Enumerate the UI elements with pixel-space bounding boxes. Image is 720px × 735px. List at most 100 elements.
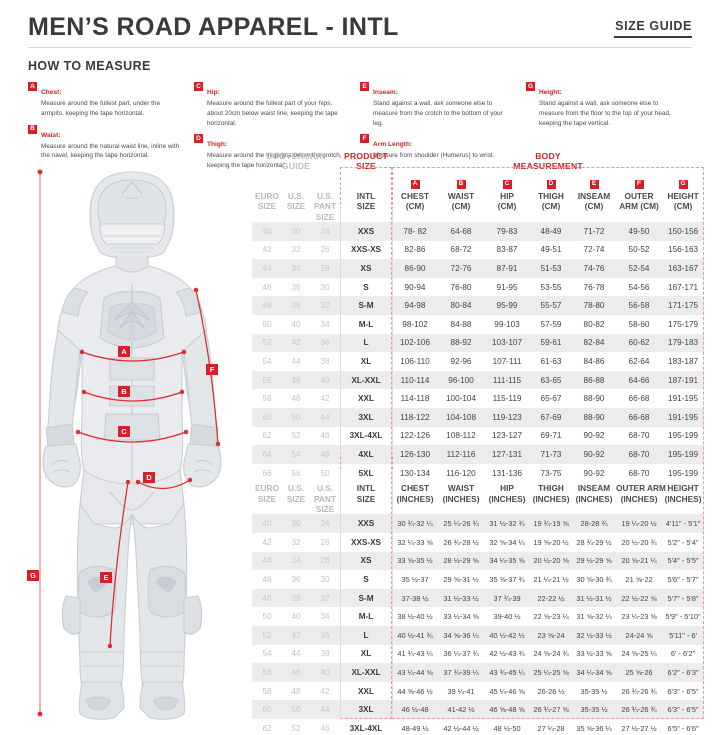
cell-thigh: 49-51: [540, 245, 562, 255]
cell-thigh: 51-53: [530, 259, 573, 278]
cell-us: 52: [291, 723, 301, 733]
cell-hip: 127-131: [484, 445, 531, 464]
cell-thigh: 71-73: [530, 445, 573, 464]
cell-outer: 19 ¼-20 ½: [616, 514, 663, 534]
cell-thigh: 26 ¾-27 ⅝: [530, 700, 573, 719]
th-outer-arm-cm: OUTER ARM (CM): [619, 191, 659, 212]
cell-us: 32: [291, 537, 301, 547]
cell-us: 46: [282, 370, 310, 390]
letter-cell-g: G: [662, 172, 704, 190]
group-product-line2: SIZE: [356, 161, 376, 171]
cell-chest: 106-110: [400, 357, 430, 367]
cell-intl: XXS: [340, 514, 393, 534]
cell-hip: 111-115: [484, 370, 531, 390]
cell-thigh: 27 ¼-28: [537, 723, 565, 733]
cell-intl: 4XL: [340, 445, 393, 464]
header-divider: [28, 47, 692, 49]
measure-desc-height: Stand against a wall, ask someone else t…: [539, 100, 671, 127]
cell-euro: 52: [252, 626, 282, 645]
cell-intl: XL: [360, 649, 372, 659]
table-row: 62 52 46 3XL-4XL 48-49 ½ 42 ½-44 ½ 48 ½-50 27 ¼…: [252, 719, 704, 735]
cell-outer: 68-70: [616, 445, 663, 464]
group-conversion-line1: CONVERSION: [266, 150, 326, 161]
measure-desc-arm-length: Measure from shoulder (Humerus) to wrist…: [373, 152, 495, 160]
table-badge-c: C: [502, 179, 512, 189]
cell-us: 56: [291, 468, 301, 478]
measure-term-thigh: Thigh:: [207, 141, 228, 149]
cell-outer: 26 ¾-26 ¾: [621, 686, 657, 696]
cell-hip: 35 ⅝-37 ¾: [489, 575, 525, 585]
table-row: 44 34 28 XS 33 ⅝-35 ½ 28 ½-29 ⅝ 34 ¼-35 ⅝ 20 ½-…: [252, 551, 705, 571]
how-to-measure-title: HOW TO MEASURE: [28, 59, 151, 74]
cell-inseam: 29 ½-29 ⅝: [572, 551, 617, 571]
table-header-row-inches: EURO SIZE U.S. SIZE U.S. PANT SIZE INTL SIZE…: [252, 482, 704, 514]
measure-column-2: C Hip: Measure around the fullest part o…: [194, 81, 360, 176]
measure-desc-inseam: Stand against a wall, ask someone else t…: [373, 100, 503, 127]
cell-pant: 44: [310, 408, 341, 427]
measure-item-arm-length: F Arm Length: Measure from shoulder (Hum…: [360, 133, 512, 164]
cell-height: 179-183: [662, 333, 705, 353]
cell-pant: 36: [310, 333, 341, 353]
cell-us: 42: [282, 333, 310, 353]
cell-inseam: 33 ½-33 ⅝: [576, 649, 612, 659]
cell-euro: 58: [262, 394, 272, 404]
cell-intl: S: [363, 575, 369, 585]
th-euro-size-cm: EURO SIZE: [255, 191, 279, 212]
cell-outer: 66-68: [616, 408, 663, 427]
letter-badge-d: D: [194, 134, 203, 144]
group-product-line1: PRODUCT: [344, 150, 388, 161]
cell-hip: 83-87: [496, 245, 518, 255]
cell-outer: 27 ½-27 ½: [621, 723, 657, 733]
cell-waist: 29 ⅝-31 ½: [443, 575, 479, 585]
cell-chest: 98-102: [402, 319, 428, 329]
cell-hip: 37 ¾-39: [484, 588, 531, 608]
cell-waist: 76-80: [450, 282, 472, 292]
cell-height: 6'2" - 6'3": [662, 663, 705, 682]
cell-outer: 25 ⅝-26: [616, 663, 663, 682]
cell-height: 5'6" - 5'7": [667, 575, 699, 585]
cell-outer: 20 ⅝-21 ¼: [616, 551, 663, 571]
cell-chest: 38 ½-40 ½: [397, 612, 433, 622]
cell-waist: 116-120: [446, 468, 476, 478]
cell-euro: 52: [252, 333, 282, 353]
cell-euro: 62: [262, 431, 272, 441]
cell-height: 5'9" - 5'10": [665, 612, 701, 622]
cell-chest: 110-114: [392, 370, 439, 390]
cell-intl: S-M: [340, 588, 393, 608]
table-row: 52 42 36 L 102-106 88-92 103-107 59-61 82-84 60-6…: [252, 333, 705, 353]
cell-euro: 56: [252, 663, 282, 682]
cell-inseam: 76-78: [583, 282, 605, 292]
cell-thigh: 19 ⅝-20 ½: [533, 537, 569, 547]
cell-chest: 102-106: [392, 333, 439, 353]
cell-height: 150-156: [662, 222, 705, 241]
cell-pant: 46: [320, 723, 330, 733]
th-waist-cm: WAIST (CM): [447, 191, 475, 212]
cell-us: 54: [282, 445, 310, 464]
cell-height: 5'2" - 5'4": [667, 537, 699, 547]
cell-pant: 46: [320, 431, 330, 441]
cell-height: 195-199: [668, 468, 699, 478]
cell-inseam: 35-35 ½: [572, 700, 617, 719]
cell-intl: M-L: [358, 319, 374, 329]
cell-outer: 52-54: [616, 259, 663, 278]
cell-chest: 30 ¾-32 ¼: [392, 514, 439, 534]
measure-desc-hip: Measure around the fullest part of your …: [207, 100, 338, 127]
cell-height: 175-179: [668, 319, 699, 329]
size-guide-label: SIZE GUIDE: [615, 19, 692, 34]
table-row: 40 30 24 XXS 78- 82 64-68 79-83 48-49 71-72 49-50…: [252, 222, 705, 241]
cell-euro: 62: [262, 723, 272, 733]
cell-outer: 20 ½-20 ¾: [621, 537, 657, 547]
cell-intl: S: [363, 282, 369, 292]
cell-hip: 46 ⅝-48 ⅝: [484, 700, 531, 719]
cell-thigh: 25 ¼-25 ⅝: [530, 663, 573, 682]
cell-chest: 130-134: [399, 468, 431, 478]
letter-cell-b: B: [438, 172, 484, 190]
cell-us: 52: [291, 431, 301, 441]
cell-euro: 54: [262, 357, 272, 367]
cell-waist: 31 ½-33 ½: [438, 588, 485, 608]
th-height-cm: HEIGHT (CM): [667, 191, 699, 212]
cell-waist: 36 ¼-37 ¾: [443, 649, 479, 659]
cell-pant: 32: [310, 588, 341, 608]
letter-badge-e: E: [360, 82, 369, 92]
cell-pant: 42: [320, 394, 330, 404]
